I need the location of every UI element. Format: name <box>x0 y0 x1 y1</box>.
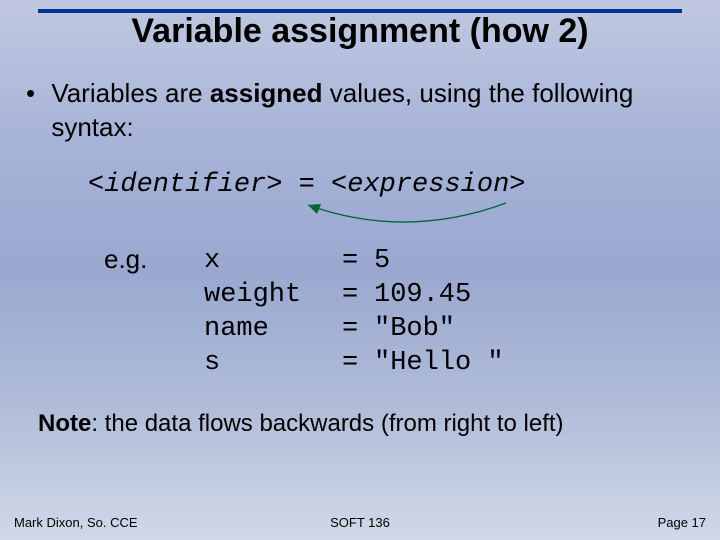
footer-page: Page 17 <box>658 515 706 530</box>
example-equals: = <box>342 278 374 312</box>
example-identifier: s <box>204 346 342 380</box>
note-rest: : the data flows backwards (from right t… <box>91 410 563 437</box>
example-row: name = "Bob" <box>204 312 504 346</box>
bullet-dot: • <box>26 76 41 144</box>
slide-title: Variable assignment (how 2) <box>0 12 720 51</box>
example-row: x = 5 <box>204 244 504 278</box>
syntax-template: <identifier> = <expression> <box>88 170 525 200</box>
example-expression: "Hello " <box>374 346 504 380</box>
example-expression: 5 <box>374 244 390 278</box>
example-equals: = <box>342 244 374 278</box>
eg-label: e.g. <box>104 244 147 275</box>
example-identifier: weight <box>204 278 342 312</box>
bullet-text: Variables are assigned values, using the… <box>51 76 694 144</box>
bullet-block: • Variables are assigned values, using t… <box>26 76 694 144</box>
example-row: s = "Hello " <box>204 346 504 380</box>
example-equals: = <box>342 312 374 346</box>
example-row: weight = 109.45 <box>204 278 504 312</box>
bullet-bold: assigned <box>210 78 323 108</box>
note-bold: Note <box>38 410 91 437</box>
examples-block: x = 5 weight = 109.45 name = "Bob" s = "… <box>204 244 504 380</box>
note-line: Note: the data flows backwards (from rig… <box>38 410 564 438</box>
bullet-pre: Variables are <box>51 78 210 108</box>
example-identifier: x <box>204 244 342 278</box>
footer-course: SOFT 136 <box>0 515 720 530</box>
example-equals: = <box>342 346 374 380</box>
example-identifier: name <box>204 312 342 346</box>
example-expression: 109.45 <box>374 278 471 312</box>
example-expression: "Bob" <box>374 312 455 346</box>
flow-arrow <box>296 200 536 234</box>
